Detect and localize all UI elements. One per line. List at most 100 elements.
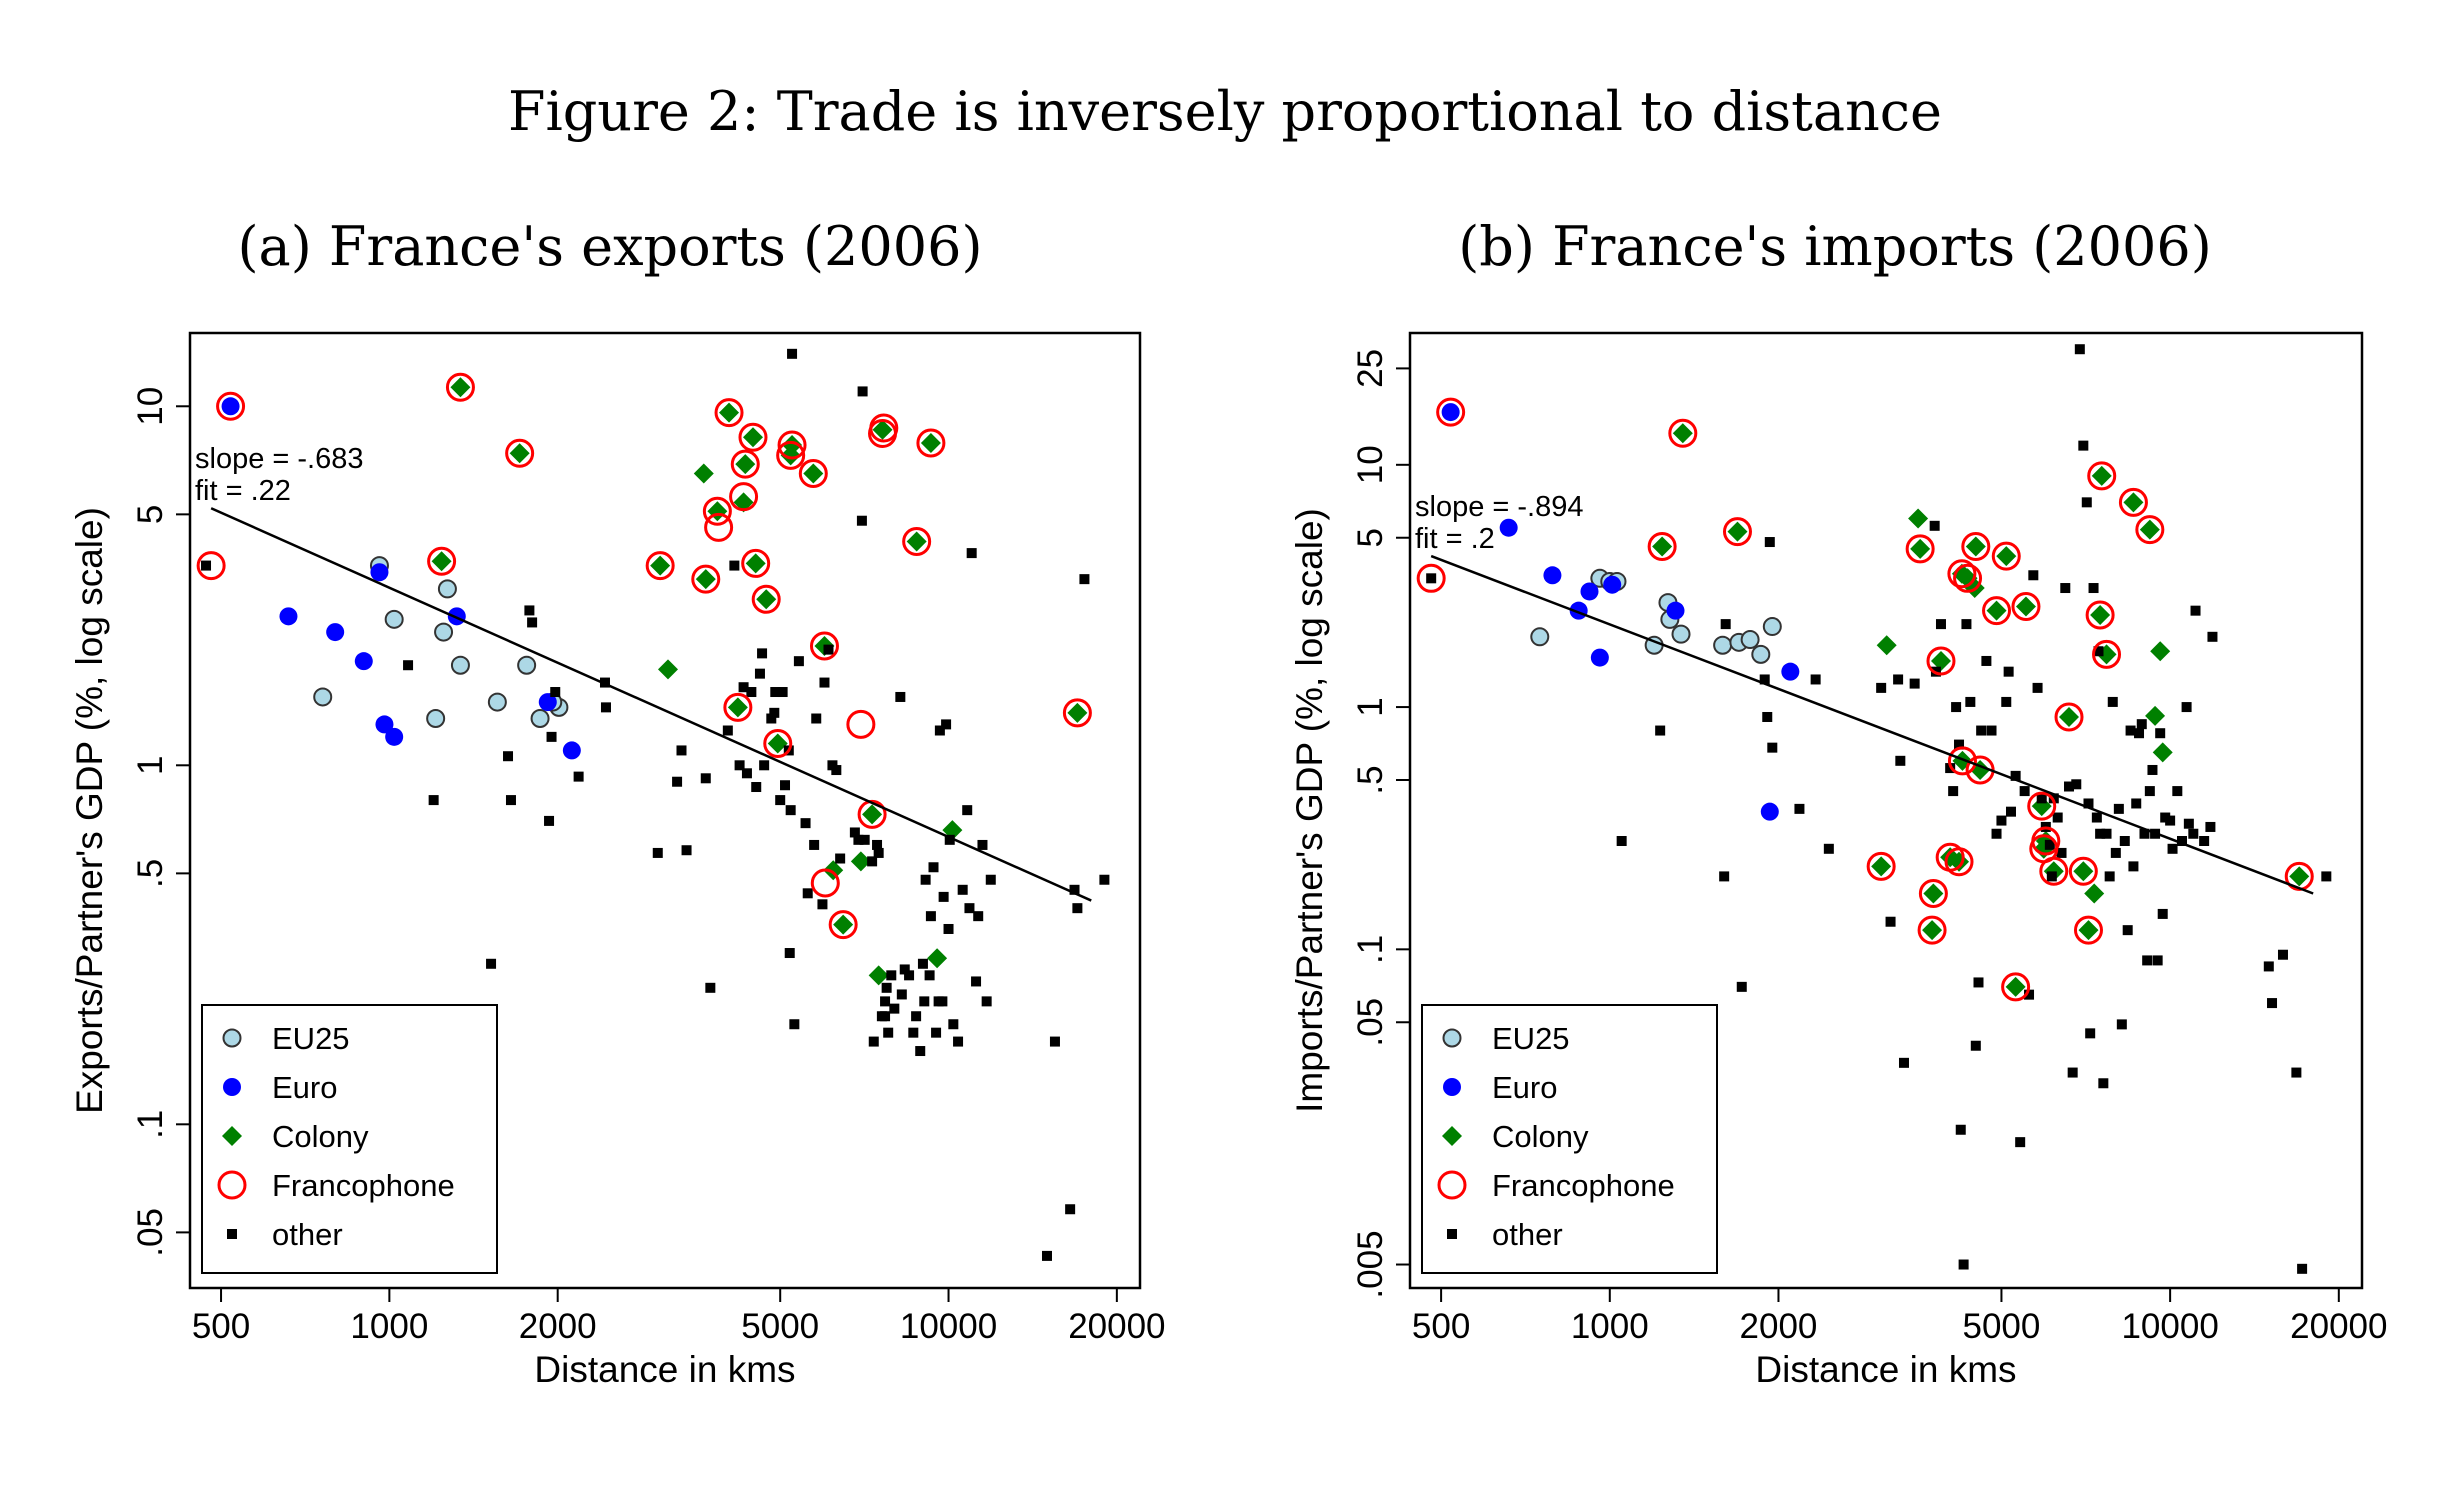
data-point-other [1426, 573, 1437, 584]
data-point-colony [1876, 635, 1897, 656]
data-point-other [2263, 961, 2274, 972]
data-point-colony [2150, 641, 2171, 662]
data-point-euro [221, 397, 240, 416]
data-point-other [201, 560, 212, 571]
data-point-other [1948, 786, 1959, 797]
data-point-other [1616, 836, 1627, 847]
data-point-euro [1760, 802, 1779, 821]
data-point-other [835, 853, 846, 864]
data-point-colony [1652, 536, 1673, 557]
data-point-other [1079, 574, 1090, 585]
data-point-francophone [1947, 746, 1977, 776]
data-point-francophone [505, 438, 535, 468]
data-point-other [953, 1036, 964, 1047]
data-point-francophone [763, 729, 793, 759]
data-point-other [2104, 871, 2115, 882]
data-point-francophone [1944, 847, 1974, 877]
data-point-francophone [704, 512, 734, 542]
data-point-other [546, 731, 557, 742]
data-point-other [2067, 1067, 2078, 1078]
data-point-other [486, 958, 497, 969]
x-tick-label: 5000 [741, 1307, 819, 1346]
data-point-colony [756, 589, 777, 610]
data-point-other [600, 702, 611, 713]
data-point-other [2107, 696, 2118, 707]
x-tick-label: 20000 [1068, 1307, 1165, 1346]
y-tick-label: 1 [1351, 697, 1390, 716]
data-point-other [881, 982, 892, 993]
legend-label-eu25: EU25 [1492, 1021, 1570, 1056]
y-tick-label: .05 [131, 1208, 170, 1257]
panel-a-exports: 500 1000 2000 5000 10000 20000 .05 .1 .5 1 5 10 Dist… [69, 331, 1166, 1390]
data-point-other [928, 862, 939, 873]
data-point-other [943, 923, 954, 934]
legend-marker-eu25 [1442, 1028, 1462, 1048]
data-point-euro [538, 693, 557, 712]
data-point-colony [745, 553, 766, 574]
data-point-other [948, 1019, 959, 1030]
data-point-other [1655, 725, 1666, 736]
data-point-other [1986, 725, 1997, 736]
data-point-other [2131, 798, 2142, 809]
data-point-other [2036, 793, 2047, 804]
fit-annotation: fit = .2 [1415, 523, 1495, 555]
data-point-eu25 [1530, 627, 1550, 647]
data-point-other [1961, 619, 1972, 630]
data-point-other [672, 776, 683, 787]
data-point-colony [872, 419, 893, 440]
data-point-other [1719, 871, 1730, 882]
legend-box [1421, 1004, 1718, 1274]
data-point-colony [767, 733, 788, 754]
data-point-other [1935, 619, 1946, 630]
data-point-other [2172, 786, 2183, 797]
data-point-francophone [2027, 791, 2057, 821]
data-point-other [2003, 666, 2014, 677]
data-point-francophone [196, 551, 226, 581]
data-point-other [2064, 781, 2075, 792]
data-point-francophone [2087, 461, 2117, 491]
data-point-other [428, 795, 439, 806]
data-point-other [793, 656, 804, 667]
data-point-other [977, 839, 988, 850]
data-point-francophone [1982, 596, 2012, 626]
data-point-francophone [1866, 851, 1896, 881]
data-point-other [1810, 674, 1821, 685]
data-point-eu25 [1762, 617, 1782, 637]
data-point-francophone [723, 692, 753, 722]
data-point-other [527, 617, 538, 628]
data-point-other [849, 827, 860, 838]
data-point-other [770, 687, 781, 698]
data-point-colony [2123, 492, 2144, 513]
data-point-francophone [2039, 856, 2069, 886]
data-point-other [868, 1036, 879, 1047]
data-point-other [2044, 839, 2055, 850]
data-point-francophone [1961, 532, 1991, 562]
data-point-other [937, 996, 948, 1007]
data-point-other [880, 1011, 891, 1022]
data-point-euro [279, 607, 298, 626]
data-point-other [1099, 874, 1110, 885]
data-point-other [896, 989, 907, 1000]
data-point-colony [1965, 536, 1986, 557]
data-point-francophone [2118, 487, 2148, 517]
data-point-other [2056, 847, 2067, 858]
data-point-other [809, 839, 820, 850]
data-point-other [919, 996, 930, 1007]
data-point-francophone [810, 868, 840, 898]
data-point-colony [2152, 742, 2173, 763]
data-point-colony [1910, 538, 1931, 559]
data-point-other [2081, 497, 2092, 508]
data-point-francophone [2001, 972, 2031, 1002]
data-point-other [1951, 702, 1962, 713]
data-point-other [2074, 344, 2085, 355]
data-point-francophone [751, 584, 781, 614]
data-point-colony [509, 443, 530, 464]
data-point-other [734, 760, 745, 771]
data-point-colony [2090, 604, 2111, 625]
data-point-other [1885, 916, 1896, 927]
fit-line [1430, 554, 2314, 895]
data-point-francophone [809, 631, 839, 661]
data-point-other [544, 815, 555, 826]
data-point-other [1954, 739, 1965, 750]
data-point-other [2122, 925, 2133, 936]
